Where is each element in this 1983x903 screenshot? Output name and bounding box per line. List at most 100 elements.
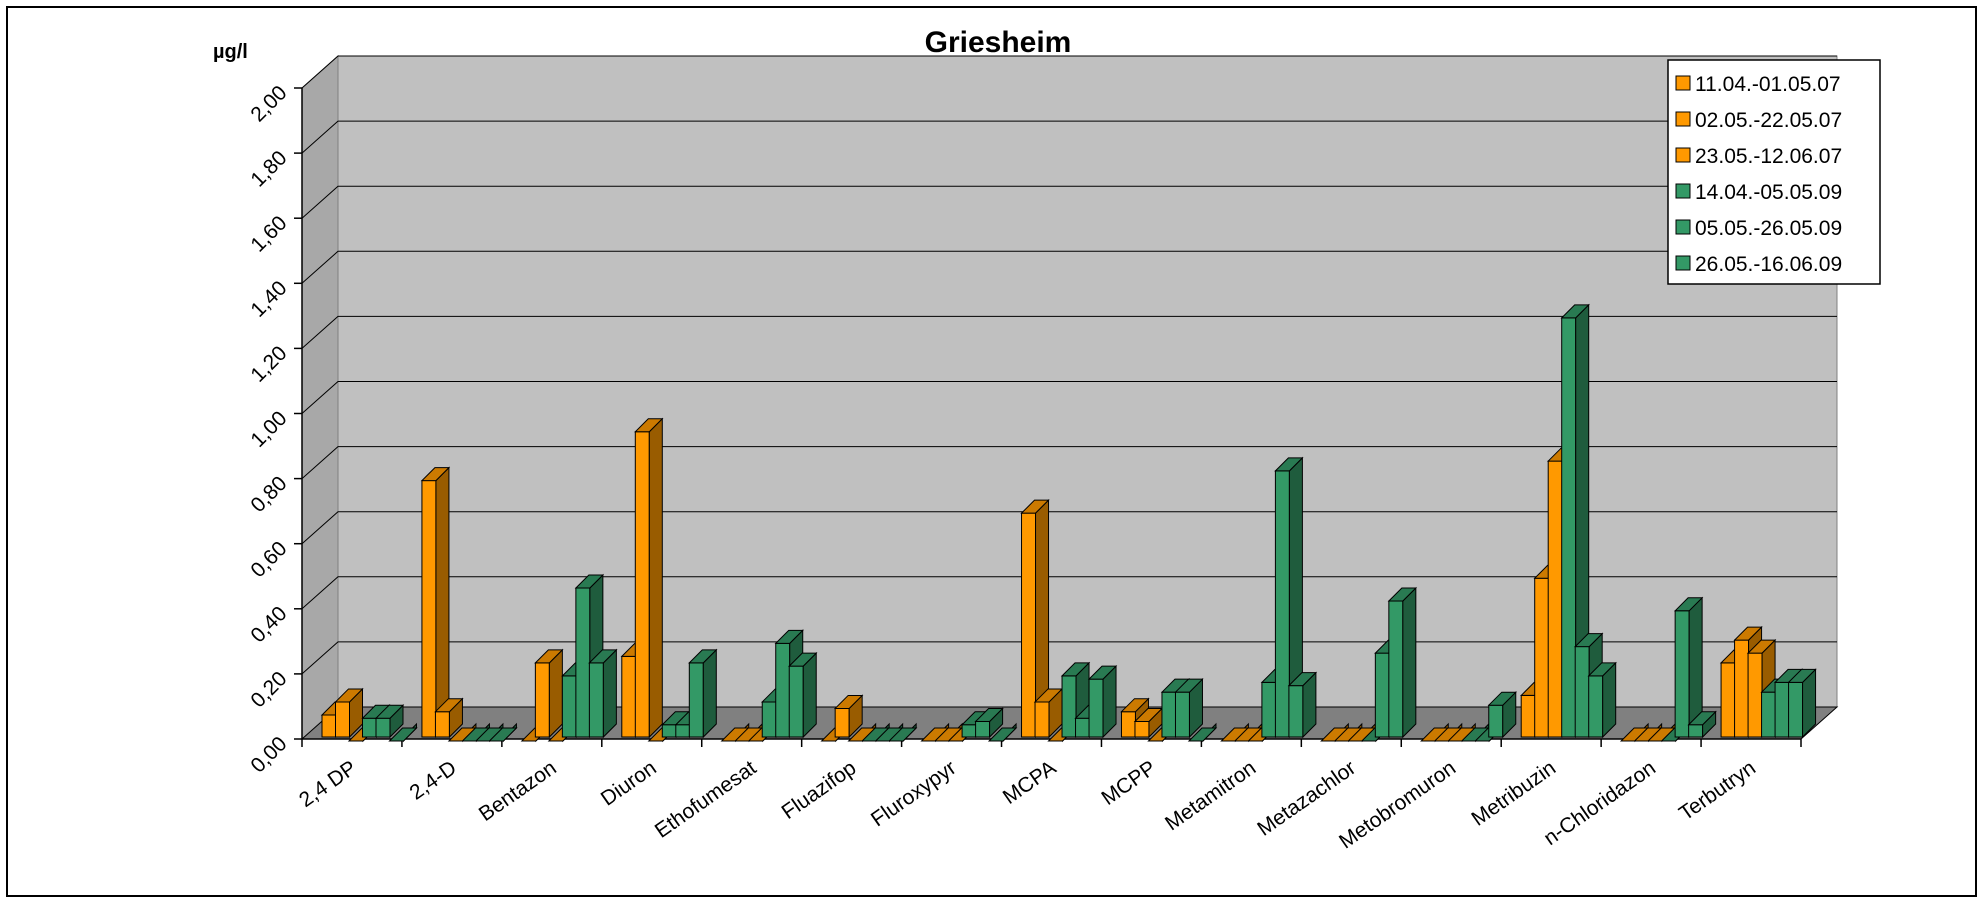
y-tick-labels: 0,00 0,20 0,40 0,60 0,80 1,00 1,20 1,40 1,60 1,80…: [246, 81, 291, 777]
bar: [1673, 596, 1704, 739]
bar-side: [602, 648, 617, 739]
bar-front: [975, 720, 991, 738]
bar: [1274, 456, 1304, 739]
legend-label: 02.05.-22.05.07: [1695, 109, 1842, 132]
gridline: [301, 641, 1837, 675]
x-tick-label: 2,4-D: [406, 756, 461, 804]
bar-top: [388, 727, 418, 742]
bar-front: [575, 587, 591, 738]
bar-front: [1061, 675, 1077, 738]
bar-front: [688, 662, 704, 738]
bar-front: [588, 662, 604, 738]
bar-front: [1075, 717, 1091, 738]
bar: [588, 648, 618, 739]
bar-top: [434, 698, 464, 713]
bar-front: [362, 717, 377, 738]
gridline: [301, 250, 1837, 284]
bar-side: [802, 651, 817, 739]
bar-front: [1174, 691, 1190, 738]
legend-label: 11.04.-01.05.07: [1695, 73, 1841, 96]
bar-front: [1021, 512, 1037, 738]
bar: [688, 648, 718, 739]
bar-top: [1120, 698, 1150, 713]
bar-top: [974, 707, 1004, 722]
bar-top: [1733, 626, 1763, 641]
gridline: [301, 576, 1837, 610]
bar-side: [1402, 586, 1417, 739]
gridline: [301, 120, 1837, 154]
bar: [1174, 677, 1204, 739]
bar-front: [1520, 694, 1536, 738]
bar-front: [775, 642, 791, 738]
bar: [1687, 710, 1717, 739]
bar-top: [1746, 639, 1777, 654]
bar-side: [548, 648, 563, 739]
bar-front: [1374, 652, 1390, 738]
bar-front: [761, 701, 777, 738]
bar: [1487, 690, 1517, 739]
bar-top: [534, 649, 564, 664]
bar-front: [1574, 646, 1590, 738]
bar-top: [634, 418, 664, 433]
bar-top: [1187, 727, 1218, 742]
bar-top: [334, 688, 364, 703]
bar-chart: 0,00 0,20 0,40 0,60 0,80 1,00 1,20 1,40 1,60 1,80…: [213, 26, 1881, 853]
bar-side: [435, 466, 450, 739]
x-tick-label: Metamitron: [1161, 756, 1260, 835]
legend-box: [1667, 59, 1881, 285]
bar-front: [1761, 691, 1777, 738]
legend-swatch: [1675, 219, 1691, 235]
y-tick-label: 2,00: [246, 81, 291, 126]
bar-top: [1687, 711, 1717, 726]
bar-top: [1087, 665, 1118, 680]
x-tick-label: MCPP: [1097, 756, 1160, 810]
bar-front: [1788, 681, 1804, 738]
bar-top: [420, 467, 451, 482]
legend: 11.04.-01.05.07 02.05.-22.05.07 23.05.-12.…: [1667, 59, 1881, 285]
chart-frame: 0,00 0,20 0,40 0,60 0,80 1,00 1,20 1,40 1,60 1,80…: [6, 6, 1977, 897]
bar-front: [634, 431, 650, 738]
x-tick-label: Diuron: [597, 756, 661, 810]
bar-front: [675, 724, 691, 738]
x-tick-label: Metribuzin: [1467, 756, 1560, 830]
y-tick-label: 1,20: [246, 342, 291, 387]
y-axis-unit: µg/l: [213, 41, 248, 63]
bar-top: [774, 629, 804, 644]
bar: [434, 697, 464, 739]
y-tick-label: 1,40: [246, 277, 291, 322]
y-tick-label: 0,20: [246, 667, 291, 712]
bar-front: [1488, 704, 1504, 738]
bar: [887, 722, 918, 743]
y-tick-label: 0,80: [246, 472, 291, 517]
bar-top: [1060, 662, 1091, 677]
bar-front: [561, 675, 577, 738]
x-tick-label: 2,4 DP: [295, 756, 361, 812]
legend-swatch: [1675, 111, 1691, 127]
bar-top: [833, 694, 864, 709]
bar: [488, 722, 518, 743]
bar-front: [1734, 639, 1750, 738]
legend-swatch: [1675, 183, 1691, 199]
y-tick-label: 1,80: [246, 146, 291, 191]
bar-top: [1287, 672, 1318, 687]
bar: [1387, 586, 1418, 739]
bar-front: [1534, 577, 1550, 738]
bar: [987, 722, 1018, 743]
bar: [388, 722, 418, 743]
bar: [1587, 661, 1617, 739]
bar-top: [374, 704, 405, 719]
bar-front: [335, 701, 350, 738]
y-tick-label: 0,40: [246, 602, 291, 647]
bar-top: [1274, 457, 1304, 472]
bar-top: [688, 649, 718, 664]
bar-front: [1088, 678, 1104, 738]
legend-swatch: [1675, 75, 1691, 91]
bar-front: [1288, 685, 1304, 738]
x-tick-label: Bentazon: [475, 756, 561, 826]
x-tick-label: Fluroxypyr: [867, 756, 960, 831]
bar-top: [887, 727, 918, 742]
bar-front: [1274, 470, 1290, 738]
bar-top: [1573, 633, 1604, 648]
bar: [1787, 668, 1817, 739]
bar-front: [434, 711, 450, 738]
